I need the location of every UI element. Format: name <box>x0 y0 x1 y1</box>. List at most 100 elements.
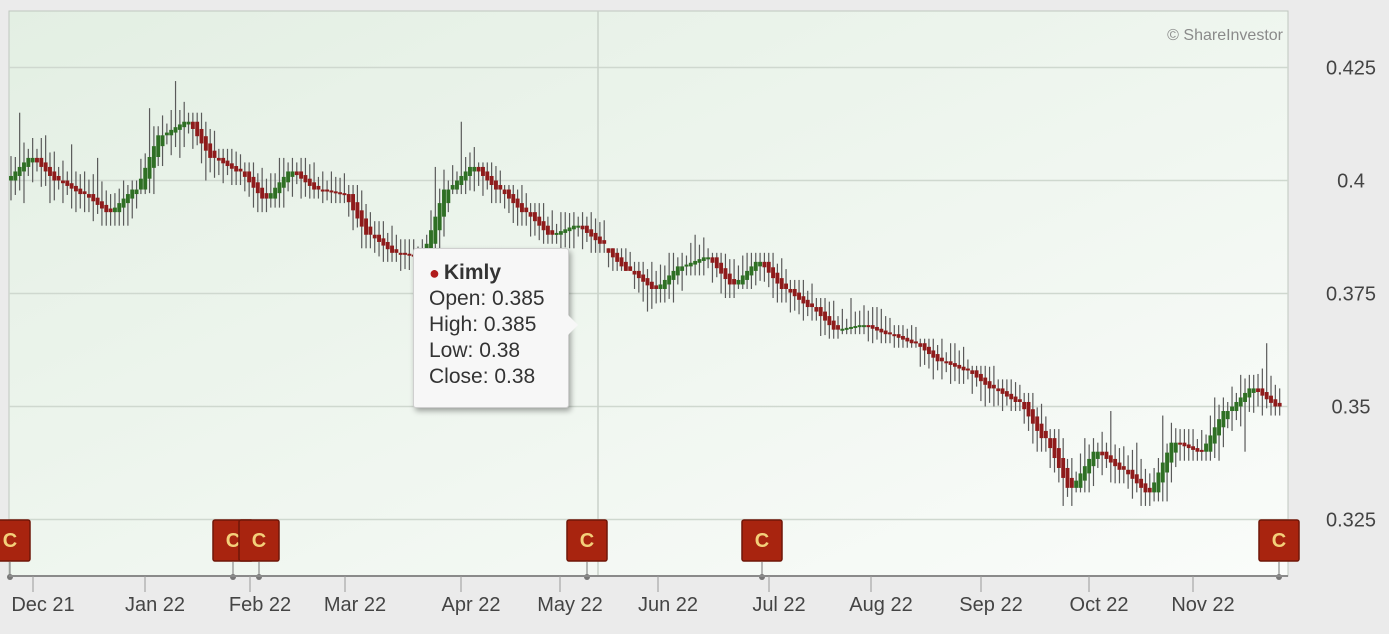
ohlc-bar <box>753 252 758 286</box>
ohlc-bar <box>69 144 74 209</box>
ohlc-bar <box>385 232 390 262</box>
x-tick-label: Mar 22 <box>324 594 386 616</box>
ohlc-bar <box>255 173 260 213</box>
ohlc-bar <box>61 160 65 204</box>
y-axis-ticks: 0.325 0.35 0.375 0.4 0.425 <box>1326 58 1376 532</box>
ohlc-bar <box>987 366 992 403</box>
ohlc-bar <box>125 185 130 226</box>
ohlc-bar <box>86 179 91 213</box>
ohlc-bar <box>398 239 403 271</box>
ohlc-bar <box>247 162 252 197</box>
ohlc-bar <box>463 156 468 195</box>
ohlc-bar <box>883 316 888 344</box>
ohlc-bar <box>1147 473 1152 506</box>
ohlc-bar <box>1173 428 1178 468</box>
ohlc-bar <box>381 221 386 262</box>
ohlc-bar <box>156 126 161 167</box>
ohlc-bar <box>1087 444 1092 493</box>
ohlc-bar <box>221 148 226 184</box>
ohlc-bar <box>840 308 845 335</box>
ohlc-bar <box>56 166 61 190</box>
ohlc-bar <box>286 162 291 192</box>
ohlc-bar <box>1113 444 1118 484</box>
ohlc-bar <box>134 180 139 209</box>
ohlc-bar <box>455 171 459 195</box>
ohlc-bar <box>472 147 477 192</box>
ohlc-bar <box>545 216 550 244</box>
ohlc-bar <box>758 252 763 281</box>
ohlc-bar <box>26 148 31 176</box>
tooltip-close: Close: 0.38 <box>429 365 536 388</box>
ohlc-bar <box>190 112 195 149</box>
ohlc-bar <box>1108 411 1113 483</box>
ohlc-bar <box>862 305 866 335</box>
x-axis-ticks: Dec 21 Jan 22 Feb 22 Mar 22 Apr 22 May 22 Jun … <box>11 576 1235 616</box>
ohlc-bar <box>74 171 78 213</box>
ohlc-bar <box>1121 446 1126 484</box>
ohlc-bar <box>589 212 594 253</box>
ohlc-bar <box>303 157 308 197</box>
y-tick-label: 0.35 <box>1332 397 1371 419</box>
event-flag[interactable]: C <box>0 519 31 580</box>
ohlc-bar <box>628 251 633 271</box>
event-flag-label: C <box>252 530 266 552</box>
ohlc-bar <box>1069 458 1074 506</box>
ohlc-bar <box>584 216 589 242</box>
ohlc-bar <box>1139 458 1144 506</box>
ohlc-bar <box>580 212 585 250</box>
ohlc-bar <box>1169 422 1174 483</box>
ohlc-bar <box>952 343 957 382</box>
ohlc-bar <box>1199 430 1204 461</box>
ohlc-bar <box>926 338 931 369</box>
ohlc-bar <box>515 189 520 226</box>
ohlc-bar <box>857 310 862 335</box>
ohlc-bar <box>1134 442 1139 493</box>
x-tick-label: Sep 22 <box>959 594 1022 616</box>
ohlc-bar <box>749 252 754 289</box>
ohlc-bar <box>697 244 702 276</box>
ohlc-bar <box>1026 392 1031 431</box>
ohlc-bar <box>242 162 247 192</box>
ohlc-bar <box>1247 374 1252 412</box>
ohlc-bar <box>957 350 962 384</box>
ohlc-bar <box>905 328 910 348</box>
ohlc-bar <box>1143 468 1148 506</box>
ohlc-bar <box>996 379 1001 406</box>
ohlc-bar <box>13 156 18 195</box>
ohlc-bar <box>91 174 96 222</box>
ohlc-bar <box>662 265 667 303</box>
price-tooltip: ● Kimly Open: 0.385 High: 0.385 Low: 0.38… <box>413 248 578 408</box>
event-flag[interactable]: C <box>741 519 783 580</box>
ohlc-bar <box>948 343 953 384</box>
ohlc-bar <box>377 221 381 257</box>
ohlc-bar <box>1022 392 1027 424</box>
ohlc-bar <box>701 237 706 276</box>
ohlc-bar <box>294 162 299 185</box>
ohlc-bar <box>667 252 672 299</box>
y-tick-label: 0.4 <box>1337 171 1365 193</box>
ohlc-bar <box>186 112 191 134</box>
ohlc-bar <box>766 252 771 288</box>
ohlc-bar <box>892 325 897 348</box>
ohlc-bar <box>563 212 568 248</box>
ohlc-bar <box>446 180 451 213</box>
ohlc-bar <box>1260 368 1265 416</box>
ohlc-bar <box>481 162 485 196</box>
ohlc-bar <box>723 253 728 299</box>
ohlc-bar <box>485 162 490 190</box>
ohlc-bar <box>619 248 624 271</box>
ohlc-bar <box>39 138 44 187</box>
ohlc-bar <box>359 190 364 249</box>
ohlc-bar <box>1195 439 1200 461</box>
event-flag[interactable]: C <box>238 519 280 580</box>
event-flag[interactable]: C <box>1258 519 1300 580</box>
ohlc-bar <box>658 264 663 303</box>
ohlc-bar <box>1052 429 1057 473</box>
ohlc-bar <box>970 365 975 394</box>
ohlc-bar <box>1230 386 1234 431</box>
ohlc-bar <box>1035 407 1040 452</box>
ohlc-bar <box>922 338 927 365</box>
ohlc-bar <box>407 239 412 270</box>
ohlc-bar <box>550 210 555 244</box>
